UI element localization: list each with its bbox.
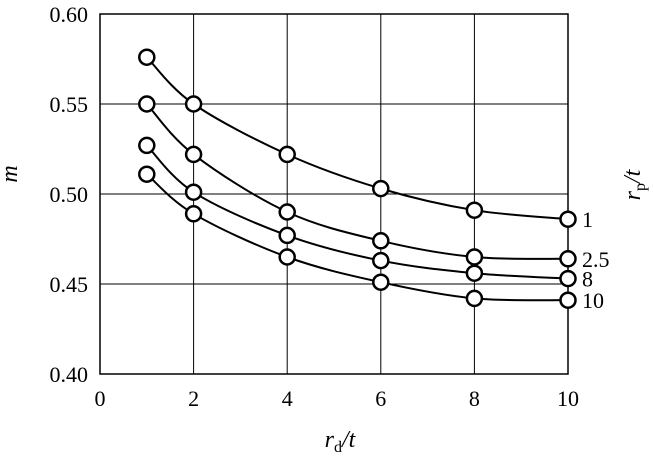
data-point bbox=[559, 269, 577, 288]
series-label: 10 bbox=[582, 288, 604, 313]
data-point bbox=[465, 248, 484, 266]
data-point bbox=[138, 48, 156, 66]
y-tick-label: 0.40 bbox=[50, 362, 89, 387]
x-tick-label: 6 bbox=[375, 386, 386, 411]
series-line bbox=[146, 56, 569, 221]
data-point bbox=[465, 201, 484, 219]
data-point bbox=[559, 210, 577, 228]
data-point bbox=[372, 179, 390, 198]
series-label: 8 bbox=[582, 267, 593, 292]
x-tick-label: 10 bbox=[557, 386, 579, 411]
y-tick-label: 0.55 bbox=[50, 92, 89, 117]
series-line bbox=[146, 173, 569, 302]
x-axis-label: rd/t bbox=[325, 427, 357, 456]
data-point bbox=[184, 205, 203, 223]
y-tick-label: 0.45 bbox=[50, 272, 89, 297]
y-tick-label: 0.60 bbox=[50, 2, 89, 27]
data-point bbox=[278, 145, 296, 164]
series-label: 1 bbox=[582, 207, 593, 232]
data-point bbox=[278, 226, 296, 245]
data-point bbox=[138, 95, 156, 113]
data-point bbox=[184, 145, 203, 164]
data-point bbox=[372, 273, 390, 291]
data-point bbox=[559, 291, 577, 309]
data-point bbox=[278, 248, 296, 266]
data-point bbox=[184, 95, 203, 113]
x-tick-label: 2 bbox=[188, 386, 199, 411]
data-point bbox=[184, 183, 203, 201]
series-label: 2.5 bbox=[582, 247, 610, 272]
data-point bbox=[465, 264, 484, 282]
x-tick-labels: 0 2 4 6 8 10 bbox=[95, 386, 580, 411]
data-point bbox=[372, 251, 390, 270]
x-tick-label: 0 bbox=[95, 386, 106, 411]
x-tick-label: 8 bbox=[469, 386, 480, 411]
y-tick-labels: 0.40 0.45 0.50 0.55 0.60 bbox=[50, 2, 89, 387]
x-tick-label: 4 bbox=[282, 386, 293, 411]
legend-title: rp/t bbox=[620, 168, 649, 200]
series-points bbox=[138, 48, 577, 309]
series-curves bbox=[146, 56, 569, 302]
data-point bbox=[559, 250, 577, 268]
data-point bbox=[138, 165, 156, 183]
data-point bbox=[372, 232, 390, 250]
y-tick-label: 0.50 bbox=[50, 182, 89, 207]
data-point bbox=[465, 289, 484, 308]
grid bbox=[100, 14, 568, 374]
data-point bbox=[138, 136, 156, 155]
data-point bbox=[278, 203, 296, 221]
y-axis-label: m bbox=[0, 165, 23, 182]
